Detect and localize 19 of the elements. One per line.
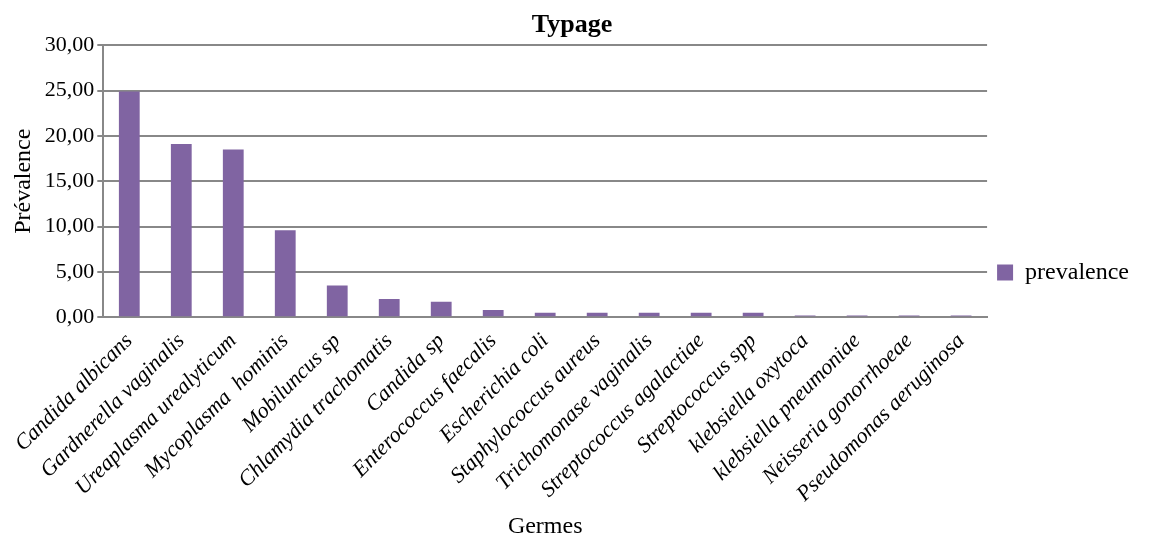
y-tick-label: 0,00: [55, 303, 95, 328]
y-axis-title: Prévalence: [8, 128, 35, 234]
legend-label: prevalence: [1025, 257, 1129, 284]
y-tick-label: 15,00: [44, 166, 95, 192]
bar: [170, 144, 192, 317]
y-tick-label: 10,00: [44, 212, 95, 238]
y-tick-label: 20,00: [44, 121, 95, 147]
bar: [378, 299, 400, 317]
x-axis-title: Germes: [507, 511, 583, 538]
bar: [222, 149, 244, 317]
chart-title: Typage: [531, 9, 613, 39]
y-tick-label: 25,00: [44, 76, 95, 102]
bar: [326, 285, 348, 317]
bar: [430, 301, 452, 317]
bar: [118, 91, 140, 317]
y-tick-label: 5,00: [55, 257, 95, 283]
bar: [274, 230, 296, 317]
bar: [482, 309, 504, 317]
y-tick-label: 30,00: [44, 30, 95, 56]
